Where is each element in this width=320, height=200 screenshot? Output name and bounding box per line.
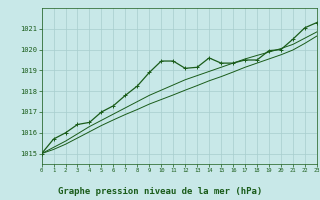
Text: Graphe pression niveau de la mer (hPa): Graphe pression niveau de la mer (hPa) xyxy=(58,187,262,196)
